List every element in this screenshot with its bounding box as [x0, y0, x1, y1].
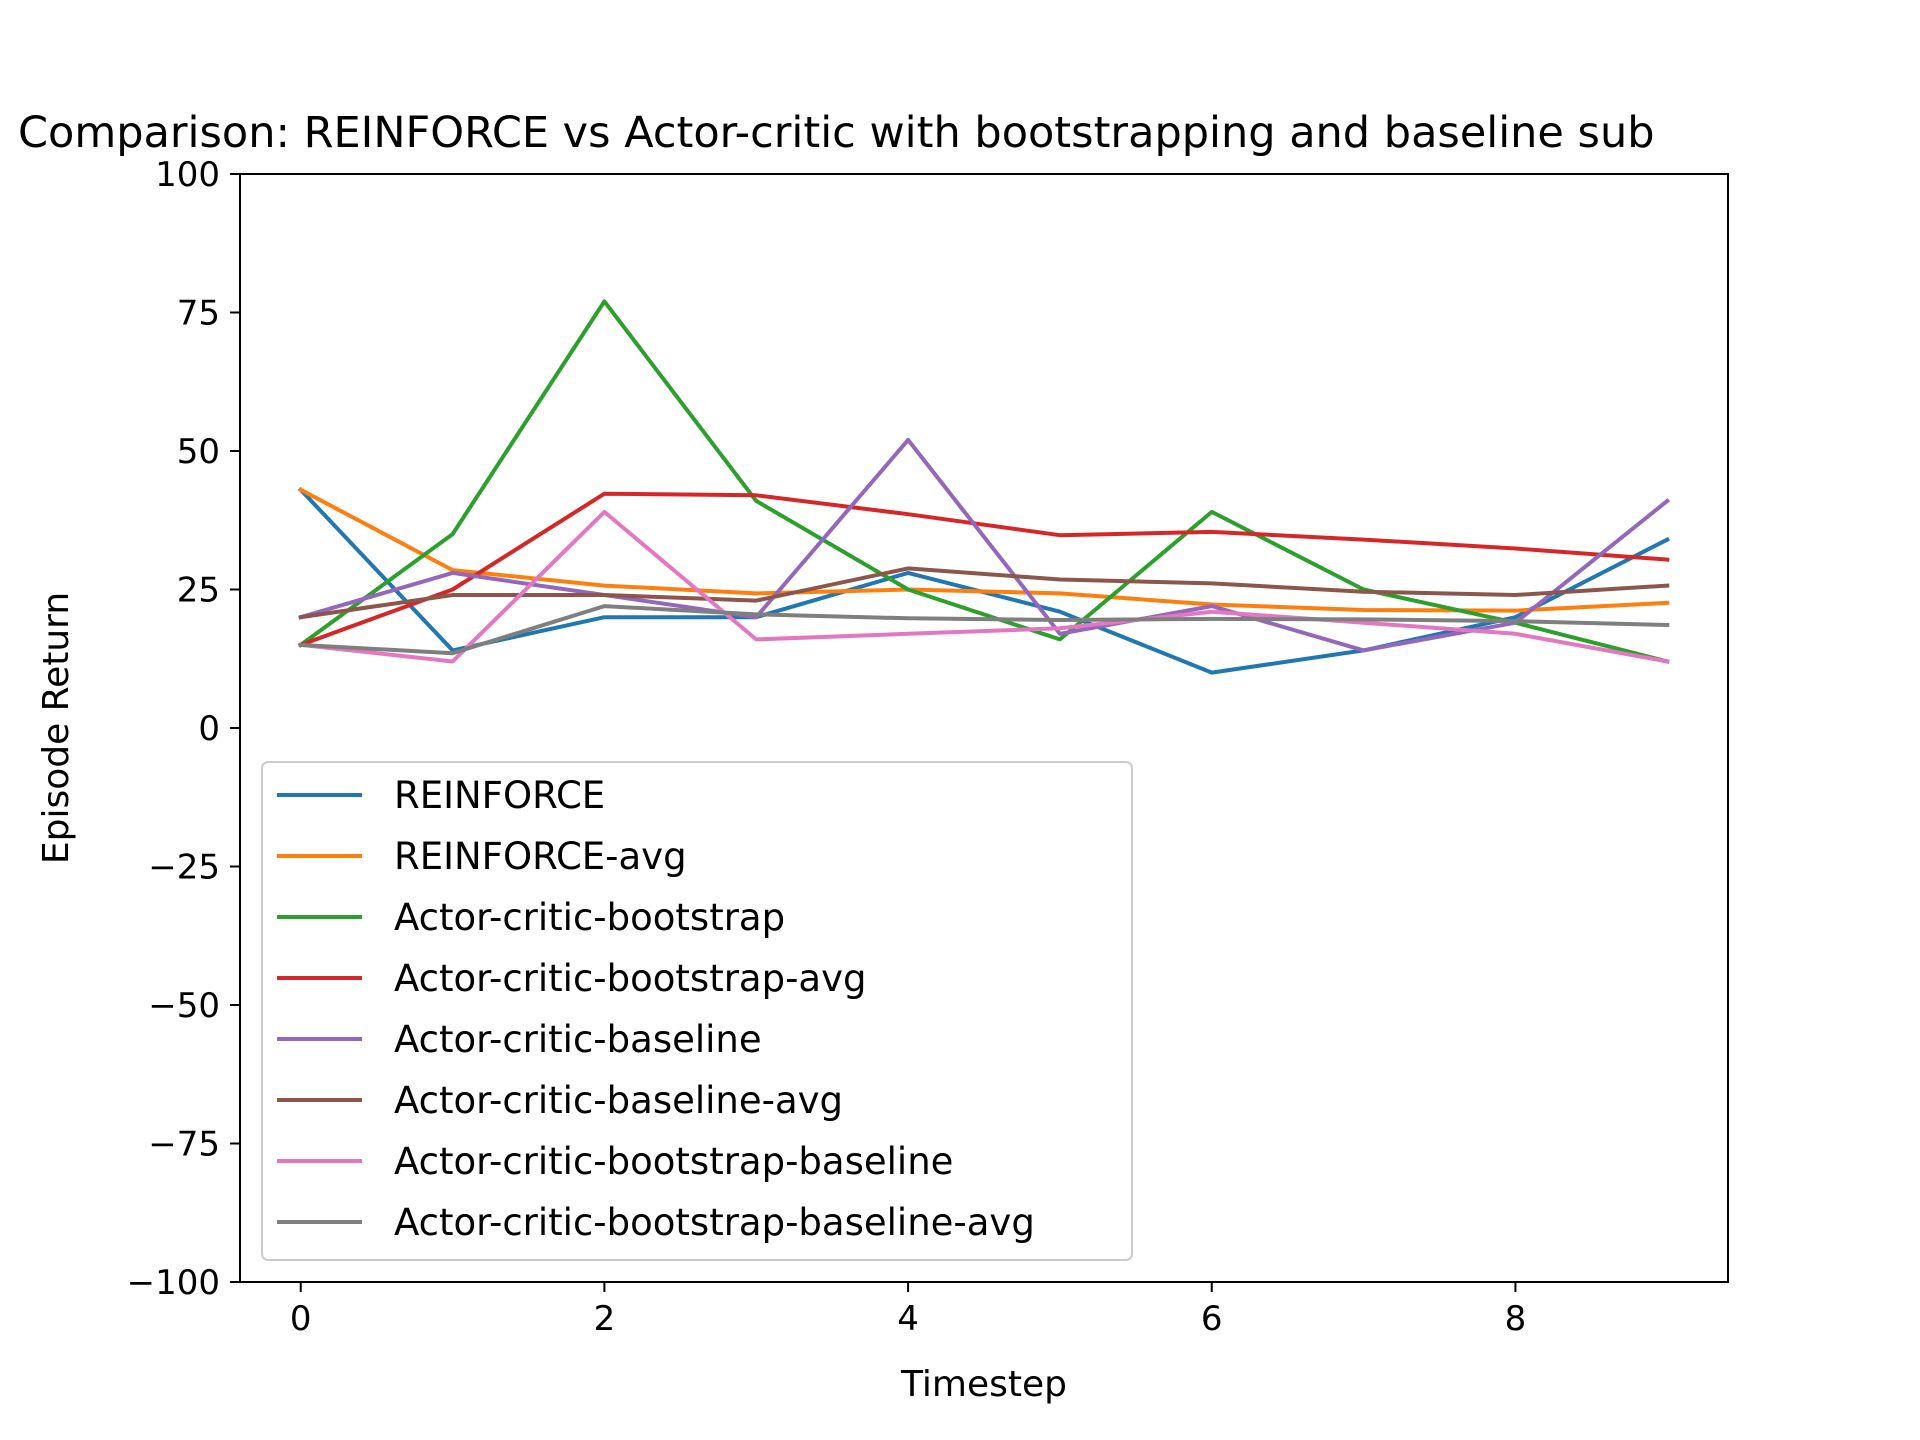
series-line-3 — [297, 299, 1670, 664]
x-tick-label: 4 — [897, 1299, 919, 1339]
legend-item: Actor-critic-bootstrap-baseline — [277, 1140, 953, 1183]
y-tick-label: 25 — [177, 571, 220, 611]
x-axis-label: Timestep — [900, 1364, 1067, 1405]
y-tick-label: −100 — [127, 1263, 220, 1303]
y-axis: −100 −75 −50 −25 0 25 50 75 100 — [127, 155, 240, 1303]
legend-item: Actor-critic-bootstrap-baseline-avg — [277, 1201, 1035, 1244]
legend-label: Actor-critic-bootstrap-baseline-avg — [394, 1201, 1035, 1244]
series-line-7 — [298, 509, 1670, 664]
x-tick-label: 0 — [290, 1299, 312, 1339]
y-tick-label: −75 — [148, 1125, 220, 1165]
x-tick-label: 6 — [1201, 1299, 1223, 1339]
legend-label: Actor-critic-bootstrap — [394, 896, 785, 939]
legend-label: Actor-critic-baseline — [394, 1018, 762, 1061]
legend-item: Actor-critic-baseline-avg — [277, 1079, 843, 1122]
y-tick-label: 100 — [155, 155, 220, 195]
y-tick-label: −25 — [148, 848, 220, 888]
legend-item: Actor-critic-baseline — [277, 1018, 762, 1061]
y-tick-label: 0 — [198, 709, 220, 749]
series-lines — [297, 299, 1671, 675]
legend-label: REINFORCE-avg — [394, 835, 687, 878]
legend-label: Actor-critic-bootstrap-avg — [394, 957, 867, 1000]
legend: REINFORCE REINFORCE-avg Actor-critic-boots… — [261, 761, 1133, 1261]
x-tick-label: 2 — [594, 1299, 616, 1339]
legend-label: Actor-critic-baseline-avg — [394, 1079, 843, 1122]
y-tick-label: −50 — [148, 986, 220, 1026]
series-line-8 — [298, 604, 1670, 656]
series-line-6 — [298, 566, 1670, 620]
y-tick-label: 75 — [177, 294, 220, 334]
x-tick-label: 8 — [1505, 1299, 1527, 1339]
plot-frame — [239, 173, 1729, 1283]
legend-label: Actor-critic-bootstrap-baseline — [394, 1140, 953, 1183]
y-tick-label: 50 — [177, 432, 220, 472]
legend-item: Actor-critic-bootstrap — [277, 896, 785, 939]
y-axis-label: Episode Return — [36, 592, 77, 864]
legend-item: Actor-critic-bootstrap-avg — [277, 957, 867, 1000]
chart-title: Comparison: REINFORCE vs Actor-critic wi… — [18, 108, 1655, 158]
legend-item: REINFORCE — [277, 774, 605, 817]
legend-box — [261, 761, 1133, 1261]
x-axis: 0 2 4 6 8 — [290, 1282, 1526, 1339]
series-line-2 — [297, 487, 1670, 613]
legend-label: REINFORCE — [394, 774, 605, 817]
legend-item: REINFORCE-avg — [277, 835, 687, 878]
series-line-4 — [298, 491, 1670, 648]
